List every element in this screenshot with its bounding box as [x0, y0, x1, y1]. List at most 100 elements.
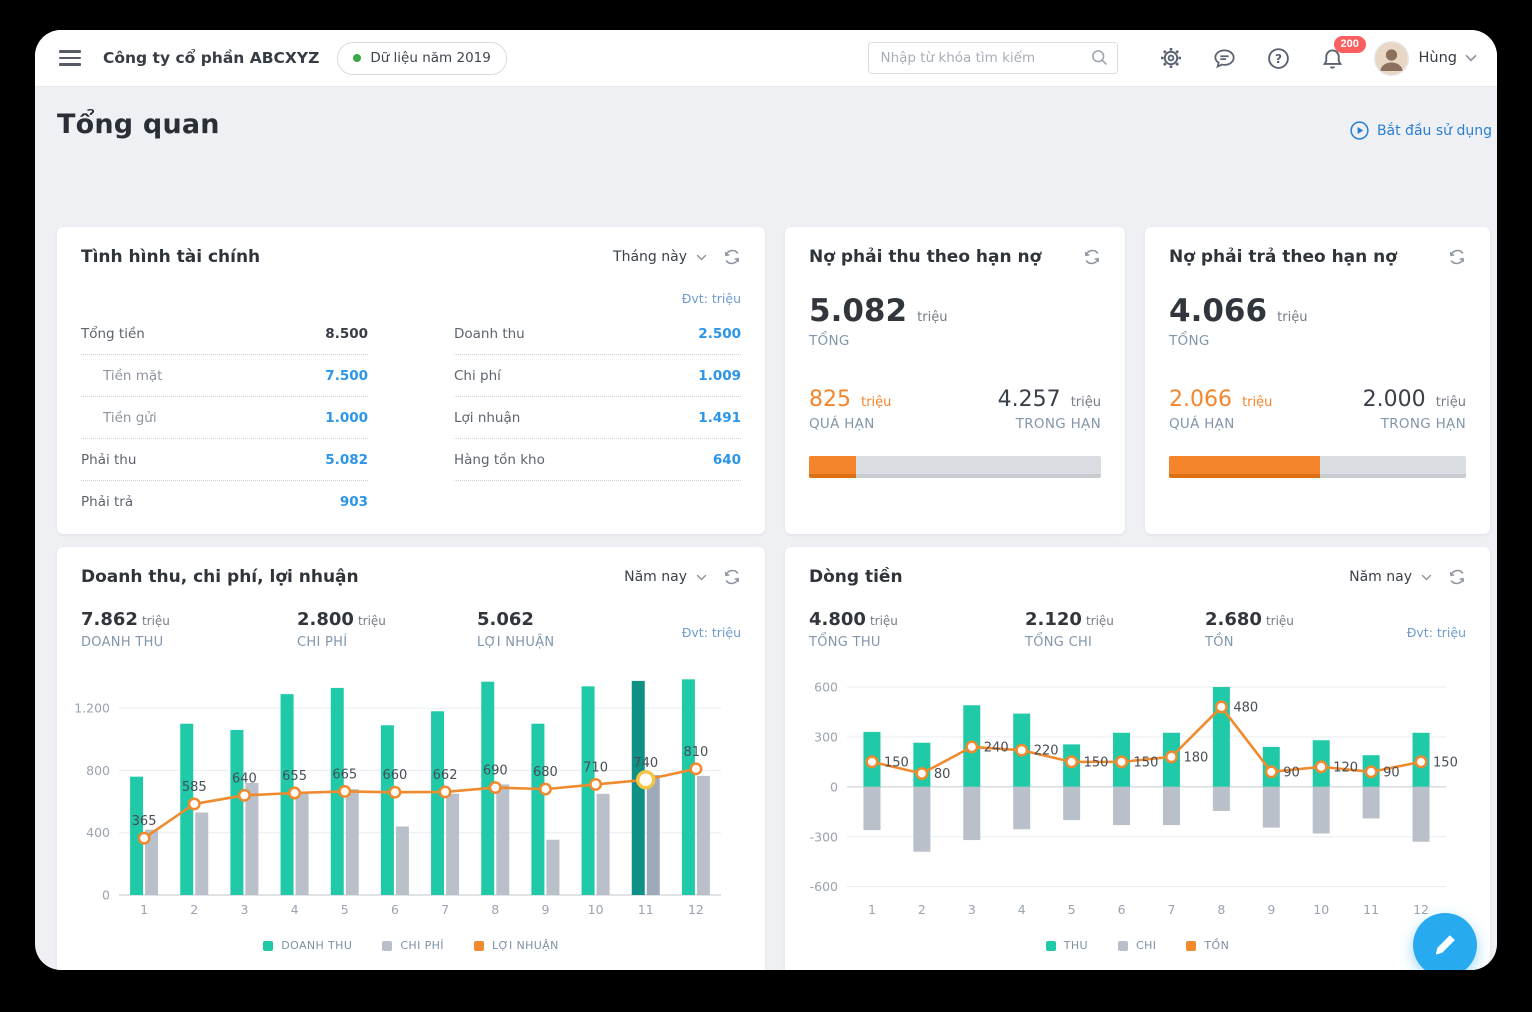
legend-item[interactable]: DOANH THU	[263, 939, 352, 952]
svg-text:365: 365	[132, 814, 157, 829]
green-dot-icon	[353, 54, 361, 62]
svg-text:150: 150	[1134, 755, 1159, 770]
svg-text:680: 680	[533, 765, 558, 780]
svg-text:300: 300	[814, 729, 838, 744]
finance-row: Doanh thu2.500	[454, 313, 741, 355]
finance-row: Tổng tiền8.500	[81, 313, 368, 355]
legend-item[interactable]: CHI	[1118, 939, 1156, 952]
finance-row-label: Doanh thu	[454, 326, 525, 342]
legend-item[interactable]: TỒN	[1186, 939, 1229, 952]
app-window: Công ty cổ phần ABCXYZ Dữ liệu năm 2019	[35, 30, 1497, 970]
finance-row-label: Tiền gửi	[81, 410, 157, 426]
legend-item[interactable]: THU	[1046, 939, 1088, 952]
svg-text:655: 655	[282, 769, 307, 784]
user-chevron-down-icon[interactable]	[1465, 54, 1477, 62]
legend-swatch	[1186, 941, 1196, 951]
start-using-link[interactable]: Bắt đầu sử dụng	[1350, 121, 1492, 140]
finance-row: Lợi nhuận1.491	[454, 397, 741, 439]
receivable-overdue-unit: triệu	[861, 395, 891, 410]
revenue-chart[interactable]: 04008001.2001234567891011123655856406556…	[73, 669, 733, 921]
legend-swatch	[474, 941, 484, 951]
svg-text:5: 5	[1068, 902, 1076, 917]
svg-text:4: 4	[1018, 902, 1026, 917]
finance-period-dropdown[interactable]: Tháng này	[613, 249, 707, 265]
stat-tong-chi: 2.120triệu TỔNG CHI	[1025, 609, 1205, 650]
legend-item[interactable]: LỢI NHUẬN	[474, 939, 559, 952]
svg-text:90: 90	[1283, 765, 1300, 780]
payable-total-label: TỔNG	[1169, 333, 1466, 349]
receivable-interm-value: 4.257	[998, 387, 1061, 412]
payable-total-value: 4.066	[1169, 293, 1267, 329]
chevron-down-icon	[1421, 574, 1432, 581]
chevron-down-icon	[696, 574, 707, 581]
edit-fab[interactable]	[1413, 913, 1477, 970]
page-title: Tổng quan	[57, 109, 220, 140]
svg-text:220: 220	[1034, 744, 1059, 759]
payable-total: 4.066 triệu	[1169, 293, 1466, 329]
legend-label: THU	[1064, 939, 1088, 952]
help-icon[interactable]: ?	[1266, 45, 1292, 71]
search-icon[interactable]	[1090, 48, 1109, 67]
svg-text:-600: -600	[810, 879, 838, 894]
receivable-refresh-icon[interactable]	[1083, 248, 1101, 266]
receivable-card-title: Nợ phải thu theo hạn nợ	[809, 247, 1041, 267]
finance-card: Tình hình tài chính Tháng này Đvt: triệu…	[57, 227, 765, 534]
receivable-progress-bar	[809, 456, 1101, 478]
notifications-bell-icon[interactable]: 200	[1320, 45, 1346, 71]
payable-overdue: 2.066 triệu QUÁ HẠN	[1169, 387, 1272, 432]
finance-refresh-icon[interactable]	[723, 248, 741, 266]
payable-interm-value: 2.000	[1363, 387, 1426, 412]
payable-refresh-icon[interactable]	[1448, 248, 1466, 266]
svg-text:0: 0	[102, 888, 110, 903]
svg-text:480: 480	[1233, 700, 1258, 715]
svg-text:4: 4	[291, 902, 299, 917]
chat-icon[interactable]	[1212, 45, 1238, 71]
receivable-overdue-value: 825	[809, 387, 851, 412]
legend-swatch	[382, 941, 392, 951]
svg-text:1.200: 1.200	[74, 701, 110, 716]
svg-text:7: 7	[441, 902, 449, 917]
revenue-refresh-icon[interactable]	[723, 568, 741, 586]
finance-row-label: Lợi nhuận	[454, 410, 520, 426]
revenue-period-label: Năm nay	[624, 569, 687, 585]
svg-text:640: 640	[232, 771, 257, 786]
legend-label: TỒN	[1204, 939, 1229, 952]
svg-text:665: 665	[332, 767, 357, 782]
data-year-badge[interactable]: Dữ liệu năm 2019	[337, 42, 507, 75]
topbar-left: Công ty cổ phần ABCXYZ Dữ liệu năm 2019	[55, 42, 507, 75]
svg-text:710: 710	[583, 760, 608, 775]
svg-text:1: 1	[868, 902, 876, 917]
payable-overdue-value: 2.066	[1169, 387, 1232, 412]
chevron-down-icon	[696, 254, 707, 261]
company-name: Công ty cổ phần ABCXYZ	[103, 49, 319, 67]
receivable-total: 5.082 triệu	[809, 293, 1101, 329]
payable-card-title: Nợ phải trả theo hạn nợ	[1169, 247, 1397, 267]
stat-tong-thu: 4.800triệu TỔNG THU	[809, 609, 1025, 650]
cashflow-chart-title: Dòng tiền	[809, 567, 903, 587]
cashflow-period-dropdown[interactable]: Năm nay	[1349, 569, 1432, 585]
cashflow-refresh-icon[interactable]	[1448, 568, 1466, 586]
svg-text:-300: -300	[810, 829, 838, 844]
finance-row-label: Phải trả	[81, 494, 133, 510]
avatar[interactable]	[1374, 41, 1409, 76]
svg-text:7: 7	[1167, 902, 1175, 917]
receivable-total-unit: triệu	[917, 310, 947, 325]
finance-row-value: 7.500	[325, 368, 368, 384]
payable-interm-unit: triệu	[1436, 395, 1466, 410]
revenue-period-dropdown[interactable]: Năm nay	[624, 569, 707, 585]
legend-item[interactable]: CHI PHÍ	[382, 939, 444, 952]
receivable-overdue-label: QUÁ HẠN	[809, 416, 891, 432]
menu-icon[interactable]	[55, 46, 85, 70]
search-input[interactable]	[868, 42, 1118, 74]
topbar: Công ty cổ phần ABCXYZ Dữ liệu năm 2019	[35, 30, 1497, 87]
cashflow-chart[interactable]: -600-30003006001234567891011121508024022…	[801, 669, 1458, 921]
start-using-label: Bắt đầu sử dụng	[1377, 123, 1492, 139]
user-name[interactable]: Hùng	[1419, 50, 1458, 66]
svg-text:9: 9	[1267, 902, 1275, 917]
svg-text:150: 150	[1433, 755, 1458, 770]
svg-text:6: 6	[1118, 902, 1126, 917]
finance-row: Tiền gửi1.000	[81, 397, 368, 439]
svg-text:11: 11	[638, 902, 654, 917]
settings-gear-icon[interactable]	[1158, 45, 1184, 71]
finance-card-title: Tình hình tài chính	[81, 247, 260, 267]
